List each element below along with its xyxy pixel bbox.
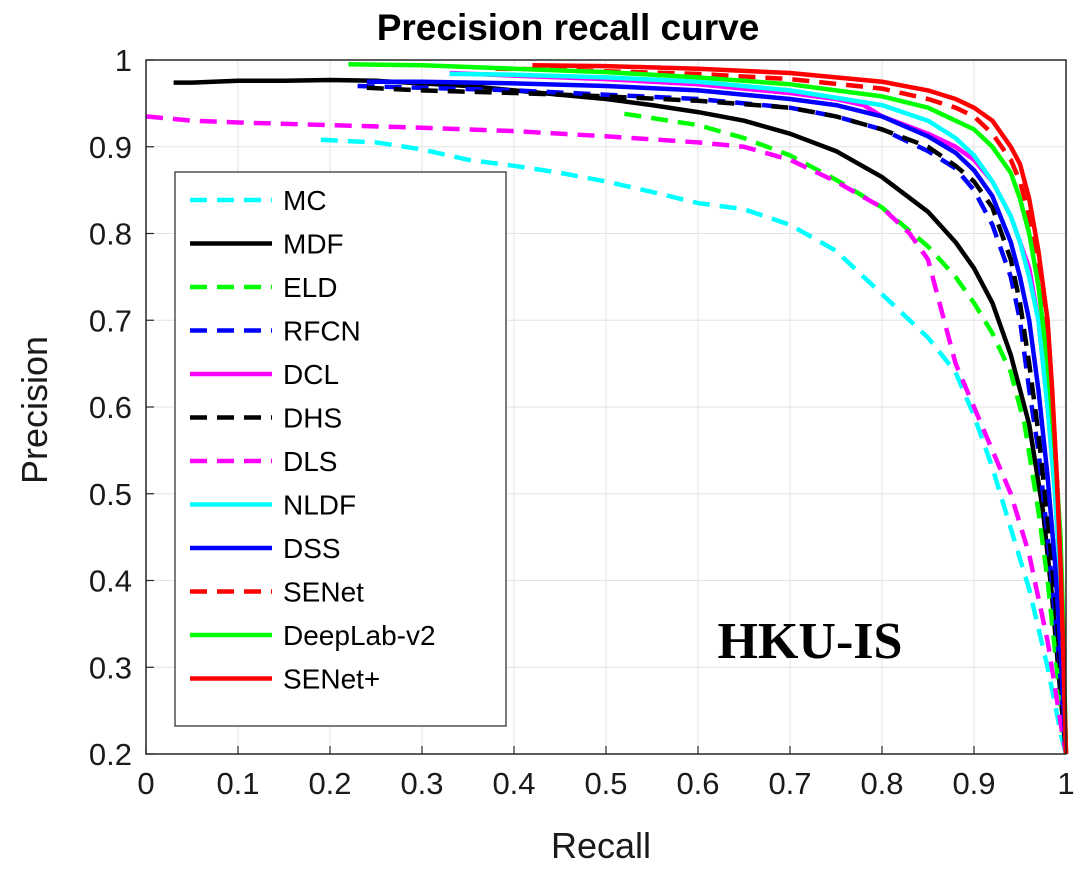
legend-label-eld: ELD — [283, 272, 337, 303]
series-layer — [145, 62, 1069, 755]
chart-title: Precision recall curve — [377, 7, 760, 48]
series-line-dls-6 — [145, 114, 1069, 755]
y-tick-label: 0.2 — [89, 737, 132, 772]
legend-label-senet: SENet — [283, 577, 364, 608]
y-tick-label: 0.7 — [89, 303, 132, 338]
x-tick-label: 0.4 — [492, 766, 535, 801]
series-line-mdf-1 — [173, 77, 1069, 755]
y-tick-label: 0.6 — [89, 390, 132, 425]
y-tick-label: 0.9 — [89, 130, 132, 165]
x-tick-label: 0.5 — [584, 766, 627, 801]
y-tick-label: 0.4 — [89, 564, 132, 599]
x-tick-label: 0.1 — [216, 766, 259, 801]
x-axis-label: Recall — [551, 825, 651, 866]
y-axis-label: Precision — [14, 336, 55, 484]
legend-label-nldf: NLDF — [283, 490, 356, 521]
x-tick-label: 1 — [1057, 766, 1074, 801]
series-line-mc-0 — [320, 137, 1069, 755]
series-line-eld-2 — [624, 111, 1069, 755]
x-tick-label: 0.6 — [676, 766, 719, 801]
legend-label-dss: DSS — [283, 533, 341, 564]
tick-labels: 0 0.1 0.2 0.3 0.4 0.5 0.6 0.7 0.8 0.9 1 0.2 0.3 0.4 0.… — [89, 43, 1075, 801]
series-line-nldf-7 — [449, 71, 1069, 755]
legend-label-deeplab-v2: DeepLab-v2 — [283, 620, 436, 651]
x-tick-label: 0.2 — [308, 766, 351, 801]
legend-label-mc: MC — [283, 185, 327, 216]
legend-label-senet: SENet+ — [283, 664, 380, 695]
legend-label-dhs: DHS — [283, 403, 342, 434]
legend-label-dcl: DCL — [283, 359, 339, 390]
x-tick-label: 0.9 — [952, 766, 995, 801]
x-tick-label: 0 — [137, 766, 154, 801]
series-line-dss-8 — [366, 79, 1069, 755]
y-tick-label: 0.3 — [89, 650, 132, 685]
legend-label-dls: DLS — [283, 446, 337, 477]
legend-label-rfcn: RFCN — [283, 316, 361, 347]
x-tick-label: 0.3 — [400, 766, 443, 801]
y-tick-label: 0.5 — [89, 477, 132, 512]
dataset-annotation: HKU-IS — [718, 613, 903, 670]
x-tick-label: 0.8 — [860, 766, 903, 801]
x-tick-label: 0.7 — [768, 766, 811, 801]
legend: MC MDF ELD RFCN DCL DHS DLS NLDF DSS SENet DeepLab… — [174, 171, 507, 727]
series-line-senet-11 — [532, 62, 1069, 755]
y-tick-label: 1 — [115, 43, 132, 78]
y-tick-label: 0.8 — [89, 217, 132, 252]
legend-label-mdf: MDF — [283, 229, 344, 260]
series-line-dhs-5 — [366, 85, 1069, 755]
